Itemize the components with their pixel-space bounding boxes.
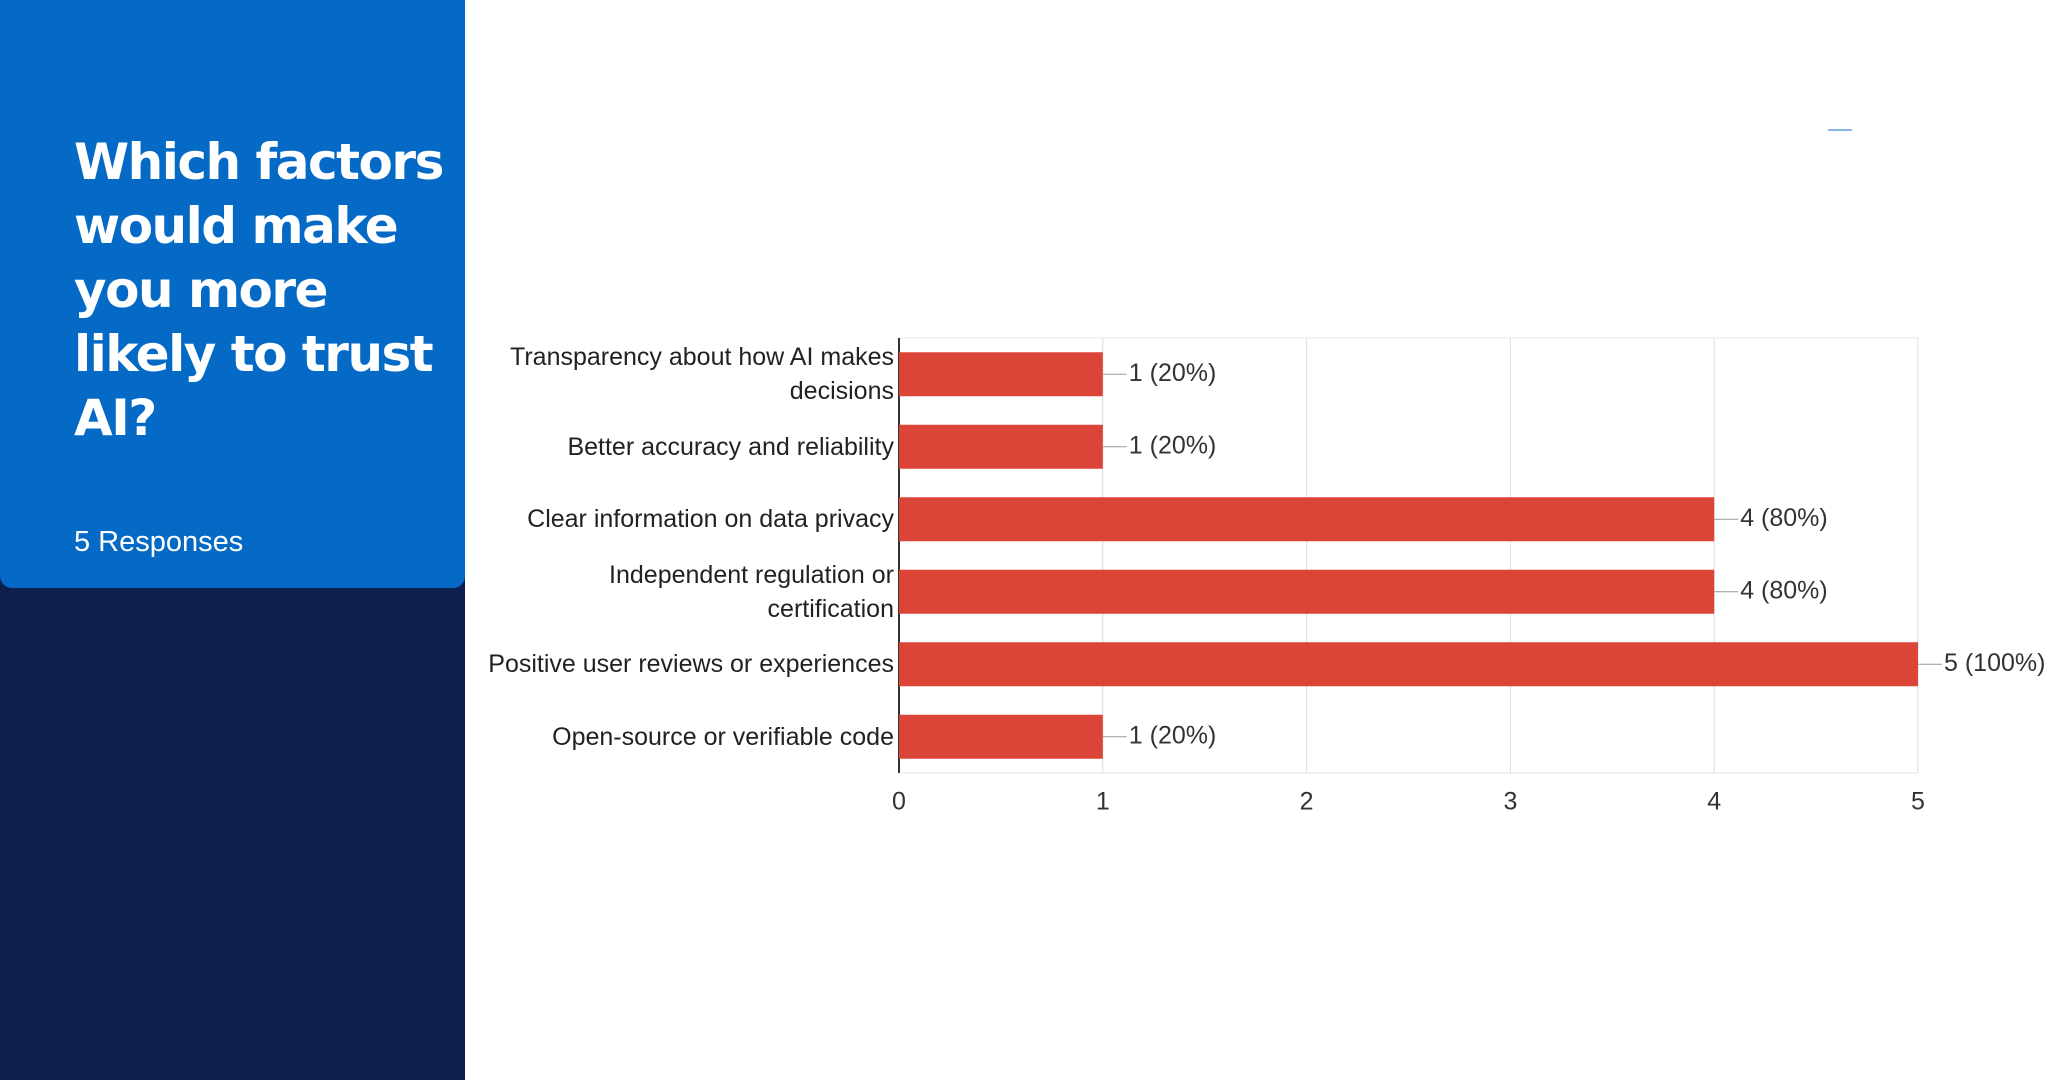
category-label-box: Clear information on data privacy	[527, 505, 894, 534]
category-label-box: Positive user reviews or experiences	[488, 650, 894, 679]
y-tick-label: Transparency about how AI makes decision…	[510, 343, 894, 406]
bar	[899, 714, 1103, 759]
value-label: 5 (100%)	[1944, 649, 2045, 677]
bar	[899, 424, 1103, 469]
category-label-box: Better accuracy and reliability	[567, 432, 894, 461]
x-tick-label: 0	[892, 788, 906, 816]
value-label: 1 (20%)	[1129, 431, 1217, 459]
x-tick-label: 5	[1911, 788, 1925, 816]
y-tick-label: Better accuracy and reliability	[567, 432, 894, 461]
x-tick-label: 1	[1096, 788, 1110, 816]
y-tick-label: Positive user reviews or experiences	[488, 650, 894, 679]
category-label-box: Independent regulation or certification	[609, 560, 894, 623]
x-tick-label: 4	[1707, 788, 1721, 816]
y-tick-label: Clear information on data privacy	[527, 505, 894, 534]
question-title: Which factors would make you more likely…	[74, 133, 444, 447]
bar	[899, 642, 1918, 687]
bar	[899, 569, 1715, 614]
value-label: 1 (20%)	[1129, 721, 1217, 749]
y-tick-label: Independent regulation or certification	[609, 560, 894, 623]
bar	[899, 352, 1103, 397]
x-tick-label: 2	[1300, 788, 1314, 816]
response-count: 5 Responses	[74, 526, 244, 558]
question-panel: Which factors would make you more likely…	[0, 0, 465, 588]
y-tick-label: Open-source or verifiable code	[552, 722, 894, 751]
bar	[899, 497, 1715, 542]
value-label: 4 (80%)	[1740, 576, 1828, 604]
value-label: 1 (20%)	[1129, 359, 1217, 387]
value-label: 4 (80%)	[1740, 504, 1828, 532]
category-label-box: Open-source or verifiable code	[552, 722, 894, 751]
category-label-box: Transparency about how AI makes decision…	[510, 343, 894, 406]
x-tick-label: 3	[1503, 788, 1517, 816]
